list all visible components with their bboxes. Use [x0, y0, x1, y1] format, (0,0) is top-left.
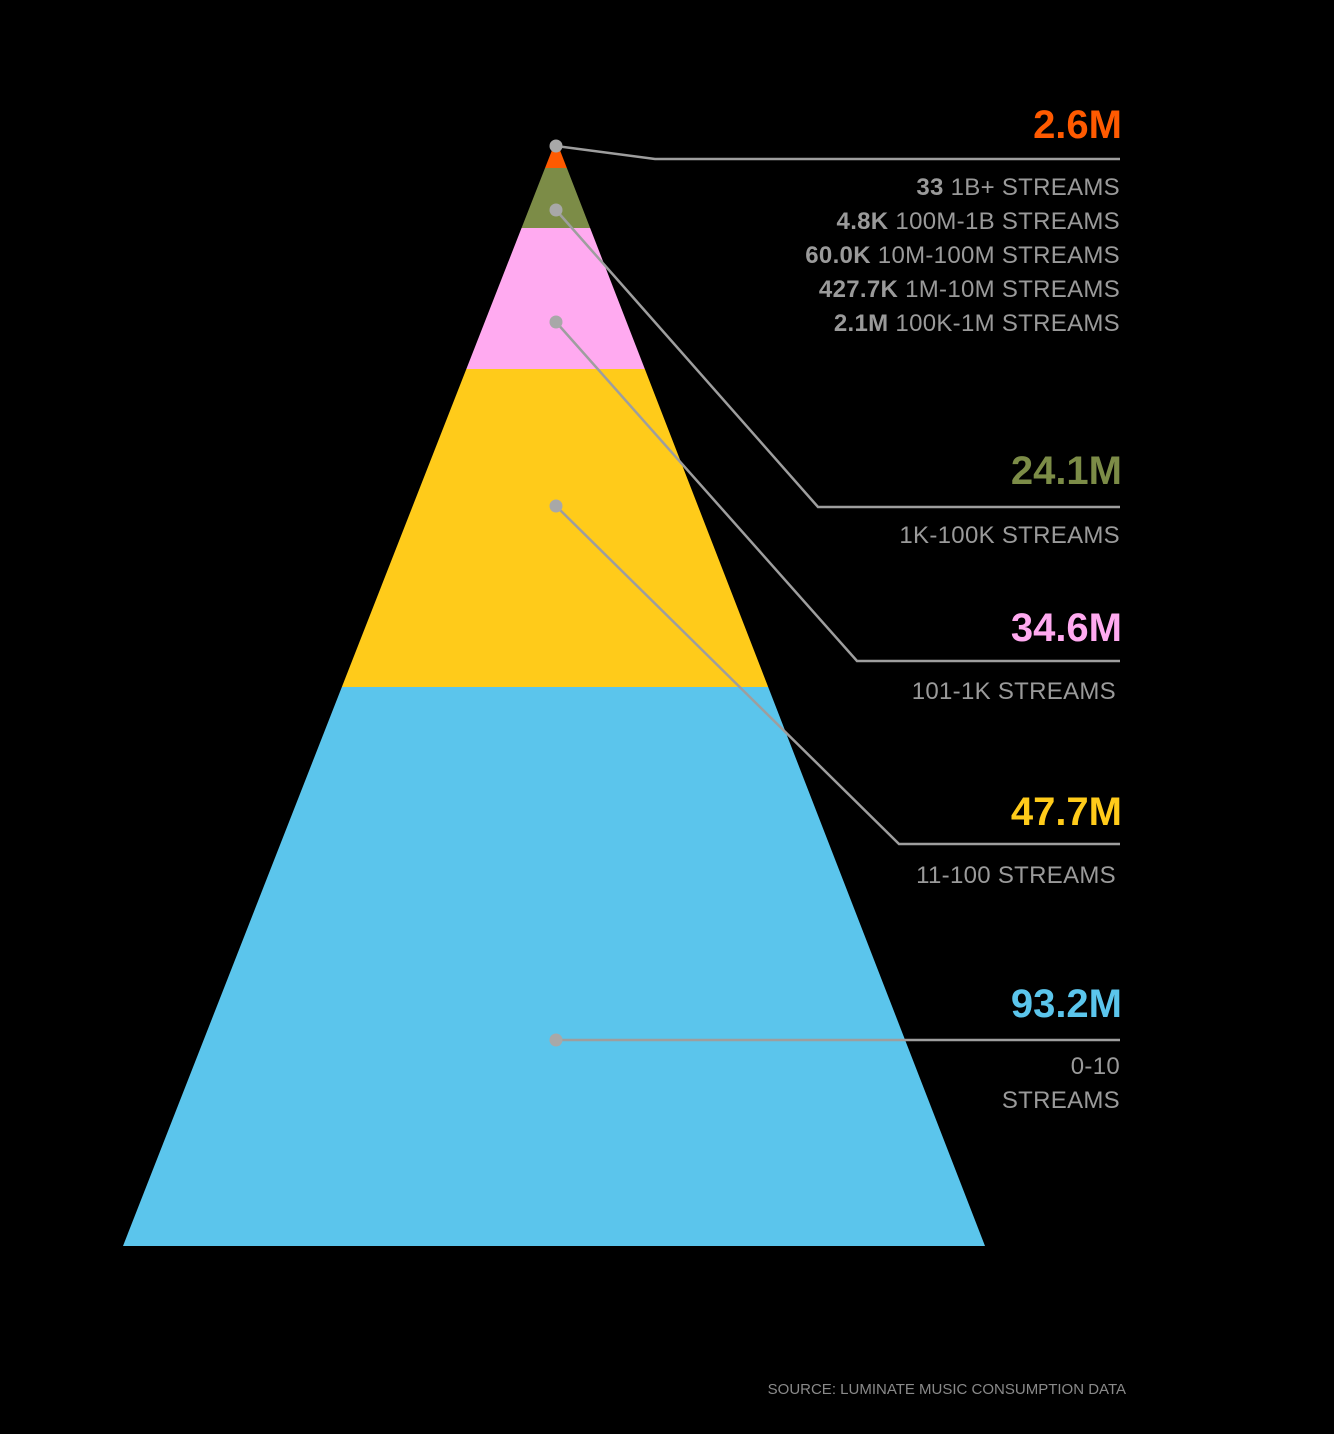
leader-lines [549, 139, 1120, 1047]
pyramid-bands [123, 140, 985, 1246]
tier-streams-2-1: 1K-100K STREAMS [899, 522, 1120, 549]
tier-value-1: 2.6M [1033, 103, 1122, 147]
breakdown-count: 2.1M [834, 310, 896, 337]
breakdown-row-3: 60.0K 10M-100M STREAMS [805, 242, 1120, 269]
breakdown-count: 427.7K [819, 276, 905, 303]
leader-line-3 [555, 321, 1120, 663]
leader-line-1 [555, 144, 1120, 161]
tier-value-3: 34.6M [1011, 606, 1122, 650]
breakdown-row-2: 4.8K 100M-1B STREAMS [837, 208, 1120, 235]
tier-value-2: 24.1M [1011, 449, 1122, 493]
pyramid-band-5 [123, 687, 985, 1246]
leader-dot-1 [549, 139, 563, 153]
leader-dot-4 [549, 499, 563, 513]
tier-streams-5-1: 0-10 [1071, 1053, 1120, 1080]
breakdown-row-5: 2.1M 100K-1M STREAMS [834, 310, 1120, 337]
leader-dot-5 [549, 1033, 563, 1047]
tier-value-4: 47.7M [1011, 790, 1122, 834]
breakdown-range: 100M-1B STREAMS [895, 208, 1120, 235]
breakdown-row-4: 427.7K 1M-10M STREAMS [819, 276, 1120, 303]
breakdown-count: 4.8K [837, 208, 896, 235]
breakdown-range: 1M-10M STREAMS [905, 276, 1120, 303]
breakdown-row-1: 33 1B+ STREAMS [916, 174, 1120, 201]
breakdown-count: 60.0K [805, 242, 878, 269]
pyramid-band-4 [341, 369, 769, 687]
breakdown-range: 1B+ STREAMS [951, 174, 1120, 201]
tier-streams-5-2: STREAMS [1002, 1087, 1120, 1114]
pyramid-band-1 [545, 140, 567, 168]
breakdown-range: 10M-100M STREAMS [878, 242, 1120, 269]
breakdown-range: 100K-1M STREAMS [895, 310, 1120, 337]
tier-labels: 2.6M 33 1B+ STREAMS 4.8K 100M-1B STREAMS 60… [805, 103, 1122, 1114]
tier-streams-3-1: 101-1K STREAMS [912, 678, 1116, 705]
breakdown-count: 33 [916, 174, 950, 201]
tier-value-5: 93.2M [1011, 982, 1122, 1026]
leader-dot-3 [549, 315, 563, 329]
tier-streams-4-1: 11-100 STREAMS [916, 862, 1116, 889]
pyramid-band-3 [466, 228, 645, 369]
leader-line-2 [555, 209, 1120, 509]
leader-dot-2 [549, 203, 563, 217]
leader-line-4 [555, 505, 1120, 846]
source-note: SOURCE: LUMINATE MUSIC CONSUMPTION DATA [768, 1381, 1126, 1398]
pyramid-band-2 [521, 168, 591, 228]
